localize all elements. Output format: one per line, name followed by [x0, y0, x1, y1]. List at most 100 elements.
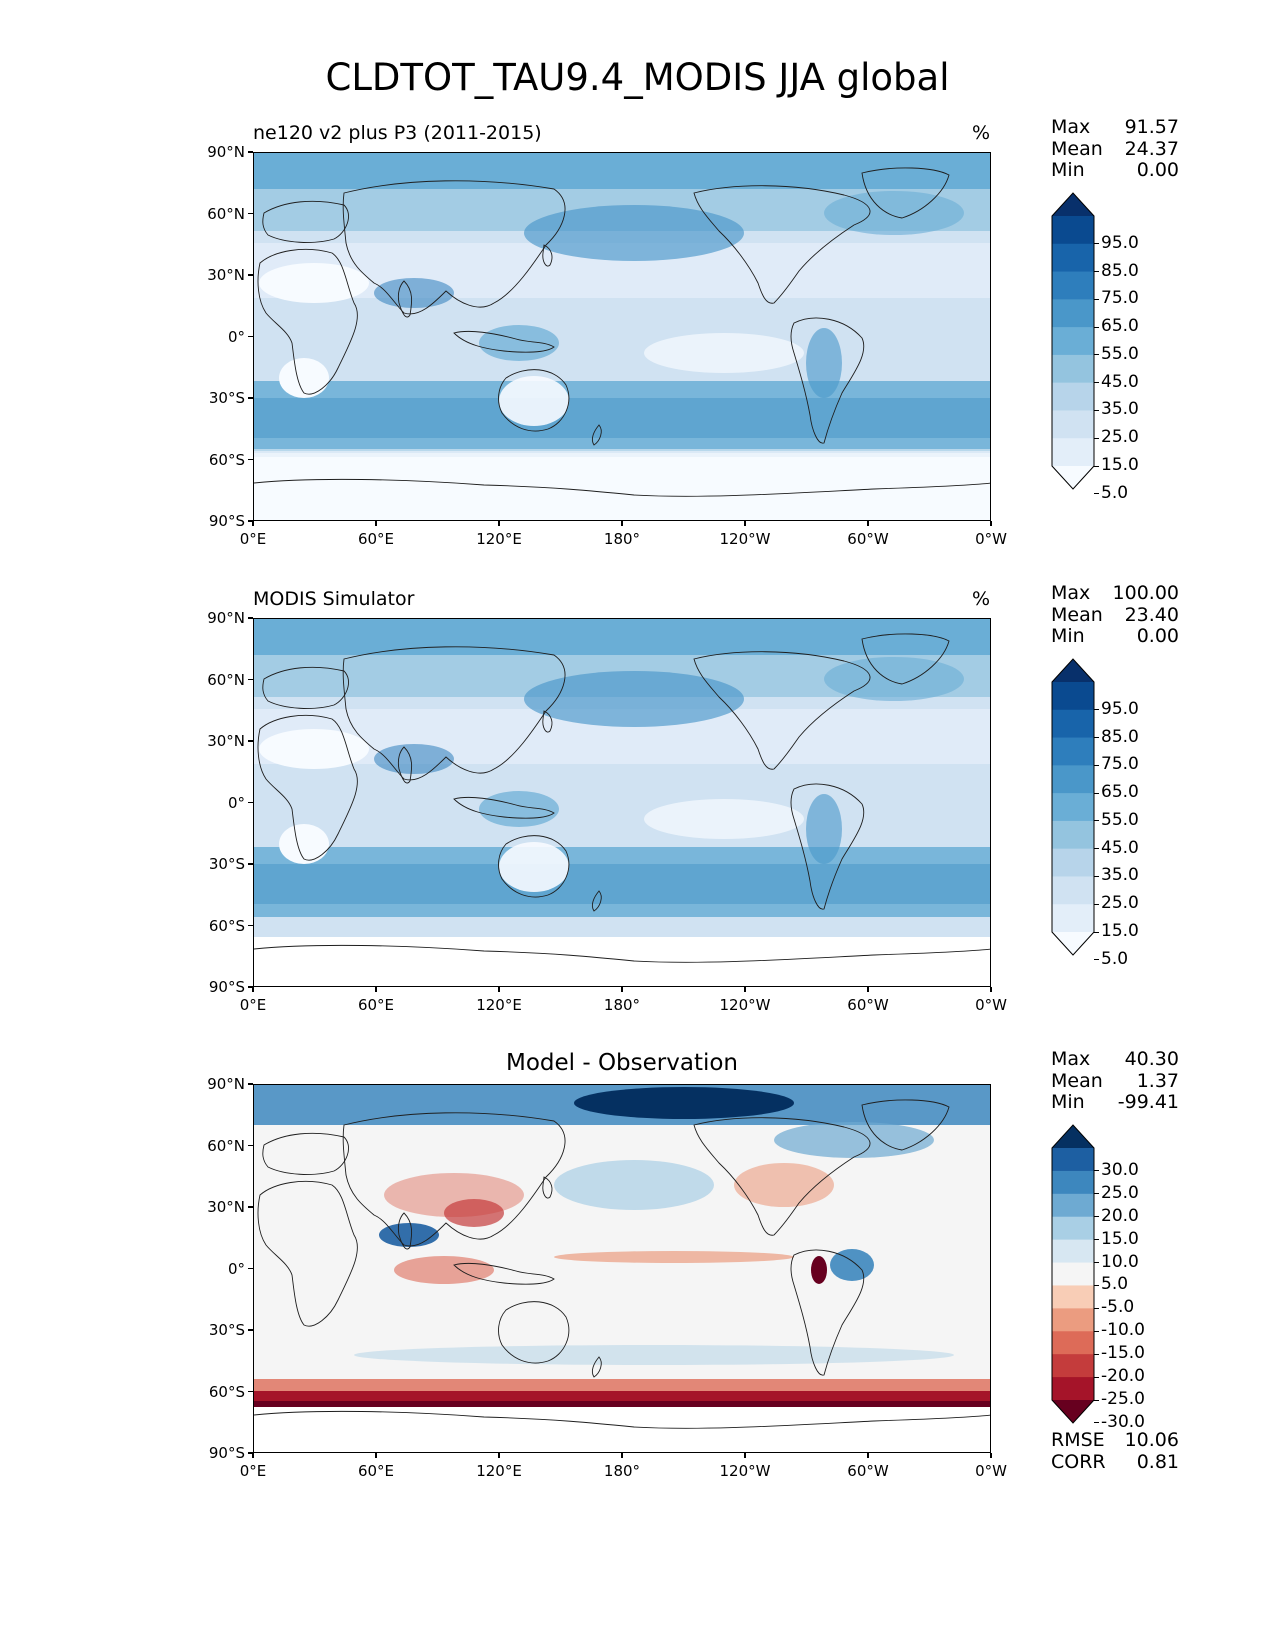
x-tick-mark: [252, 521, 254, 526]
colorbar-label: 20.0: [1101, 1205, 1139, 1226]
stat-row-value: 1.37: [1136, 1069, 1179, 1092]
field-sahara: [259, 263, 369, 303]
y-tick-mark: [248, 1144, 253, 1147]
coast-greenland: [861, 1099, 950, 1151]
colorbar-segment: [1052, 1262, 1094, 1286]
colorbar-label: 55.0: [1101, 809, 1139, 830]
colorbar-segment: [1052, 709, 1094, 739]
colorbar-label: 35.0: [1101, 865, 1139, 886]
colorbar-tick: [1094, 1262, 1099, 1264]
colorbar-segment: [1052, 1148, 1094, 1172]
colorbar-label: 15.0: [1101, 921, 1139, 941]
field-north-pacific: [524, 205, 744, 261]
colorbar-segment: [1052, 737, 1094, 766]
colorbar-label: 65.0: [1101, 782, 1139, 803]
y-tick-mark: [248, 1267, 253, 1270]
colorbar-extend-max: [1052, 193, 1094, 216]
field-east-asia: [444, 1199, 504, 1227]
colorbar-segment: [1052, 793, 1094, 822]
colorbar-segment: [1052, 1308, 1094, 1332]
x-tick-label: 60°W: [847, 996, 889, 1014]
colorbar-segment: [1052, 904, 1094, 933]
coast-south-america: [790, 317, 865, 444]
x-tick-mark: [498, 987, 500, 992]
x-tick-label: 120°W: [719, 1462, 771, 1480]
field-tibet: [374, 278, 454, 308]
coast-japan: [542, 1176, 553, 1199]
colorbar-tick: [1094, 243, 1099, 245]
stat-row-label: Min: [1051, 159, 1085, 181]
metric-row: RMSE 10.06: [1051, 1429, 1179, 1452]
metric-row-value: 10.06: [1124, 1429, 1179, 1451]
colorbar-segment: [1052, 682, 1094, 711]
x-tick-mark: [867, 1453, 869, 1458]
map-svg: [254, 153, 990, 520]
panel-difference-title: Model - Observation: [505, 1050, 739, 1076]
coast-europe: [262, 666, 349, 709]
colorbar-segment: [1052, 1285, 1094, 1309]
x-tick-label: 0°E: [239, 996, 267, 1014]
colorbar-tick: [1094, 792, 1099, 794]
x-tick-mark: [990, 987, 992, 992]
stat-row-value: 100.00: [1112, 582, 1179, 604]
field-itcz-pacific: [554, 1251, 794, 1263]
y-tick-mark: [248, 1329, 253, 1331]
colorbar-tick: [1094, 820, 1099, 822]
coastlines: [254, 167, 990, 497]
y-tick-mark: [248, 458, 253, 461]
colorbar-tick: [1094, 1193, 1099, 1195]
colorbar-extend-min: [1052, 466, 1094, 489]
colorbar-segment: [1052, 820, 1094, 850]
field-maritime-continent: [479, 325, 559, 361]
y-tick-label: 30°S: [208, 855, 245, 873]
coast-asia: [342, 1112, 566, 1247]
colorbar-label: 25.0: [1101, 1182, 1139, 1203]
colorbar-label: 75.0: [1101, 288, 1139, 309]
stat-row: Max 40.30: [1051, 1048, 1179, 1071]
y-tick-mark: [248, 397, 253, 399]
stat-row-label: Mean: [1051, 1069, 1103, 1092]
stat-row-label: Mean: [1051, 137, 1103, 160]
y-tick-mark: [248, 1390, 253, 1393]
colorbar-segment: [1052, 354, 1094, 384]
colorbar-svg: [1051, 1124, 1095, 1424]
colorbar-tick: [1094, 1399, 1099, 1401]
field-southern-ocean-core: [254, 864, 990, 904]
colorbar-segment: [1052, 765, 1094, 794]
field-australia: [499, 842, 569, 892]
x-tick-label: 120°E: [476, 1462, 522, 1480]
y-tick-mark: [248, 986, 253, 988]
field-sahara: [259, 729, 369, 769]
stat-row: Min 0.00: [1051, 159, 1179, 182]
colorbar-segment: [1052, 271, 1094, 300]
x-tick-mark: [621, 987, 623, 992]
x-tick-mark: [867, 521, 869, 526]
field-north-america-warm: [734, 1163, 834, 1207]
field-southern-ocean-red: [254, 1379, 990, 1391]
field-southern-ocean-edge: [254, 1401, 990, 1407]
coast-japan: [542, 244, 553, 267]
coast-south-america: [790, 783, 865, 910]
map-test: [253, 152, 991, 521]
field-north-atlantic: [824, 191, 964, 235]
coast-greenland: [861, 167, 950, 219]
coast-india: [397, 746, 413, 784]
colorbar-tick: [1094, 437, 1099, 439]
field-tibet: [374, 744, 454, 774]
colorbar-tick: [1094, 326, 1099, 328]
colorbar-tick: [1094, 1330, 1099, 1332]
y-tick-label: 30°N: [207, 266, 245, 284]
colorbar-tick: [1094, 737, 1099, 739]
y-tick-label: 30°S: [208, 1321, 245, 1339]
coast-indonesia: [453, 796, 555, 819]
y-tick-mark: [248, 617, 253, 619]
stat-row-label: Max: [1051, 116, 1091, 138]
colorbar-segment: [1052, 876, 1094, 905]
field-antarctica: [254, 453, 990, 520]
colorbar-label: 45.0: [1101, 371, 1139, 392]
colorbar-segment: [1052, 1170, 1094, 1195]
field-east-pacific: [644, 333, 804, 373]
field-peru-coast: [811, 1256, 827, 1284]
coast-newzealand: [591, 890, 602, 912]
stat-row: Mean 1.37: [1051, 1069, 1179, 1093]
